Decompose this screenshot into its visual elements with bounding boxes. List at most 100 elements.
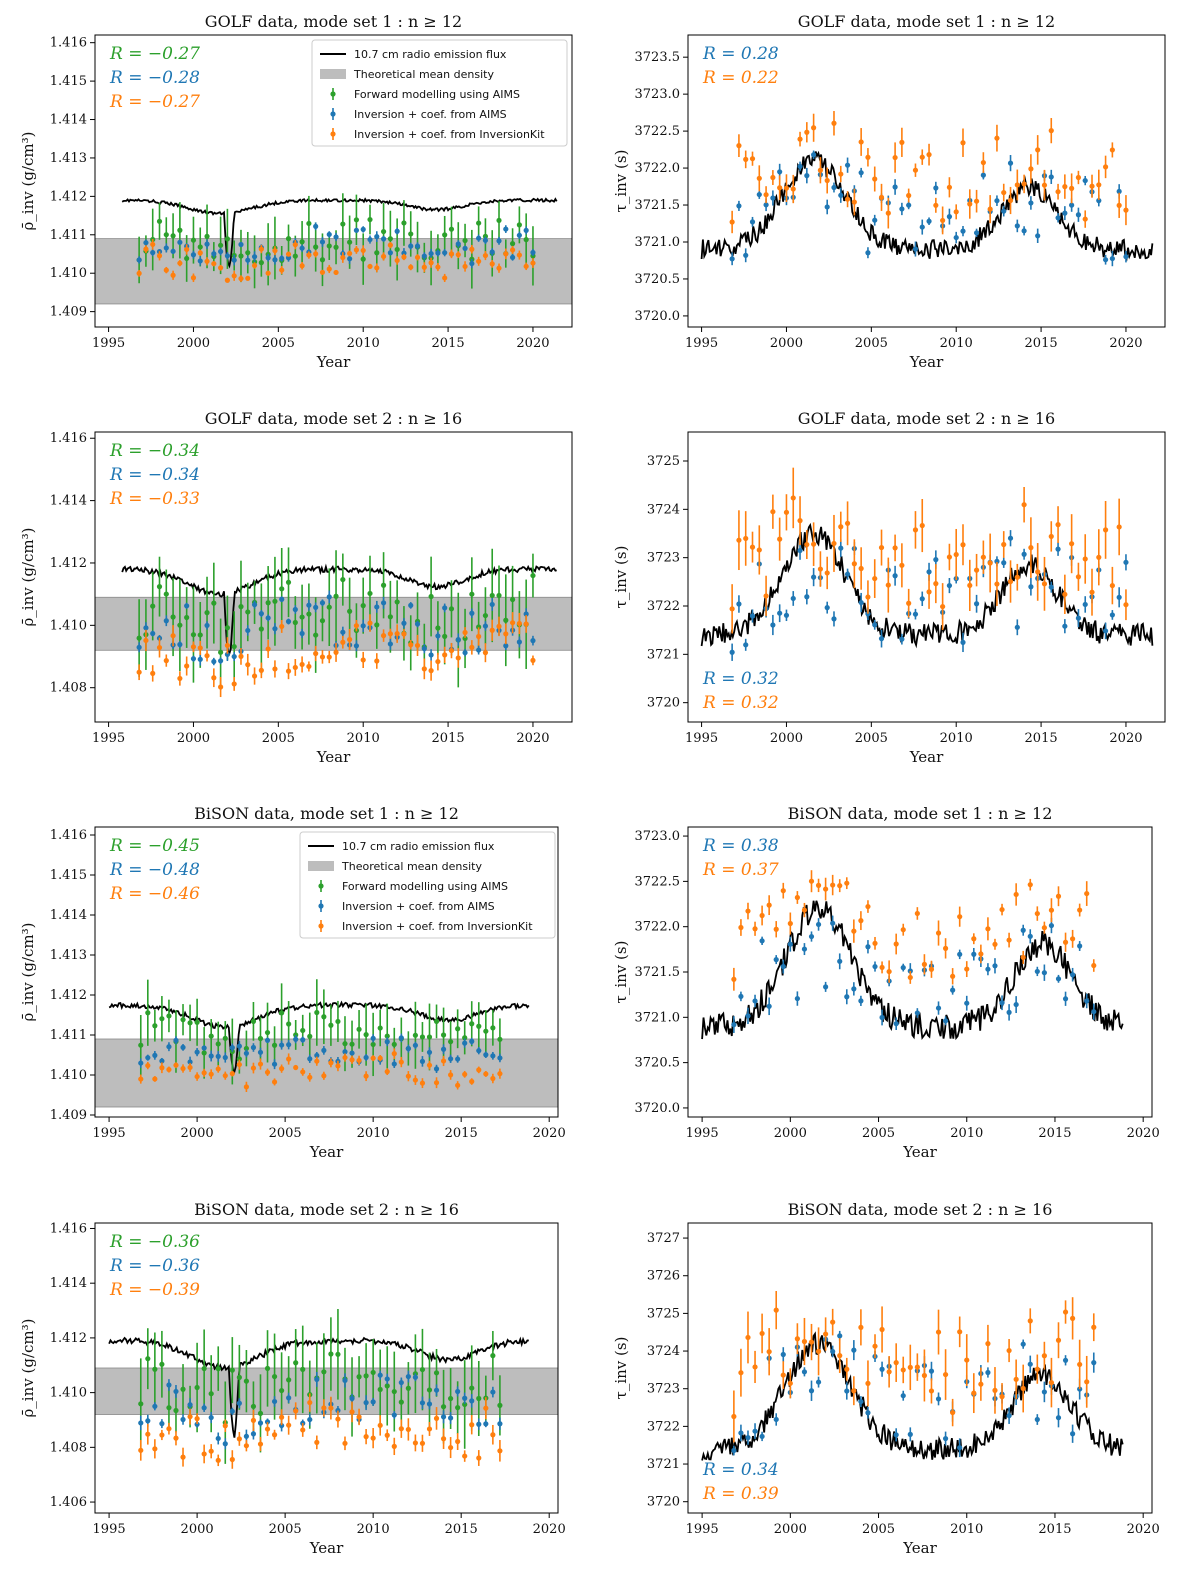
data-point (433, 1018, 440, 1024)
data-point (1062, 996, 1069, 1002)
data-point (1020, 954, 1026, 961)
data-point (442, 605, 448, 611)
data-point (743, 252, 749, 258)
data-point (138, 1447, 144, 1453)
data-point (462, 1071, 468, 1077)
data-point (892, 154, 898, 161)
data-point (448, 1072, 454, 1078)
data-point (384, 1033, 390, 1039)
data-point (752, 1428, 758, 1434)
data-point (380, 253, 387, 260)
data-point (1048, 584, 1054, 590)
x-tick-label: 2020 (1109, 336, 1142, 351)
data-point (946, 554, 953, 560)
y-axis-label: ρ̄_inv (g/cm³) (19, 527, 37, 626)
data-point (300, 1027, 306, 1034)
data-point (394, 599, 400, 605)
data-point (987, 206, 993, 212)
y-tick-label: 1.414 (50, 494, 87, 509)
data-point (516, 222, 522, 228)
data-point (1062, 623, 1068, 629)
data-point (293, 1064, 299, 1071)
data-point (900, 927, 906, 933)
x-tick-label: 2000 (774, 1126, 807, 1141)
data-point (490, 1432, 496, 1438)
data-point (314, 1052, 320, 1059)
data-point (957, 1329, 963, 1335)
data-point (980, 159, 986, 166)
data-point (940, 217, 946, 224)
axes-frame (94, 34, 573, 328)
data-point (794, 894, 800, 901)
data-point (208, 1448, 214, 1454)
data-point (907, 1364, 913, 1370)
x-tick-label: 2015 (1025, 336, 1058, 351)
data-point (272, 666, 278, 672)
x-tick-label: 1995 (685, 731, 718, 746)
data-point (286, 1377, 292, 1383)
data-point (173, 1037, 179, 1043)
x-tick-label: 2010 (357, 1522, 390, 1537)
data-point (1055, 1415, 1062, 1421)
data-point (279, 267, 285, 273)
data-point (462, 635, 468, 642)
data-point (1035, 233, 1041, 239)
data-point (1041, 182, 1048, 188)
data-point (380, 228, 387, 235)
data-point (1123, 254, 1129, 260)
data-point (264, 1037, 271, 1043)
data-point (321, 1073, 327, 1079)
data-point (960, 228, 966, 234)
data-point (476, 1421, 482, 1427)
data-point (1048, 128, 1054, 134)
data-point (293, 1408, 299, 1414)
data-point (455, 1056, 461, 1062)
panel-p2: 1995 2000 2005 2010 2015 2020 3720.0 3720.5 3721… (612, 12, 1166, 371)
data-point (823, 886, 829, 892)
data-point (190, 252, 197, 258)
data-point (428, 593, 434, 600)
data-point (926, 589, 932, 595)
data-point (398, 1426, 404, 1432)
data-point (231, 643, 237, 650)
data-point (398, 1399, 404, 1405)
data-point (152, 1076, 158, 1082)
data-point (145, 1055, 151, 1061)
x-axis-label: Year (909, 353, 944, 371)
data-point (1055, 189, 1061, 195)
data-point (156, 644, 163, 651)
series-inv_kit (729, 467, 1129, 634)
data-point (509, 596, 516, 603)
series-inv_kit (136, 612, 536, 698)
data-point (503, 226, 509, 232)
y-tick-label: 1.415 (50, 868, 87, 883)
data-point (878, 544, 885, 551)
y-tick-label: 1.413 (50, 948, 87, 963)
data-point (250, 1431, 257, 1437)
data-point (476, 1048, 482, 1054)
data-point (885, 582, 891, 588)
data-point (523, 237, 529, 243)
data-point (245, 275, 251, 281)
data-point (804, 173, 810, 179)
data-point (353, 217, 360, 223)
correlation-inv_aims: R = 0.38 (702, 836, 779, 856)
data-point (455, 636, 461, 643)
data-point (166, 1405, 172, 1411)
data-point (1013, 1001, 1019, 1008)
data-point (738, 993, 744, 1000)
data-point (872, 575, 878, 582)
x-tick-label: 2010 (950, 1522, 983, 1537)
plot-area (701, 1290, 1124, 1461)
data-point (935, 1005, 942, 1011)
data-point (145, 1062, 151, 1069)
data-point (1055, 215, 1061, 221)
data-point (946, 582, 953, 589)
x-tick-label: 2015 (445, 1522, 478, 1537)
data-point (272, 626, 278, 632)
y-tick-label: 3721.5 (635, 198, 681, 213)
data-point (1070, 936, 1076, 942)
data-point (858, 170, 864, 176)
data-point (229, 1045, 235, 1051)
data-point (159, 1432, 165, 1438)
